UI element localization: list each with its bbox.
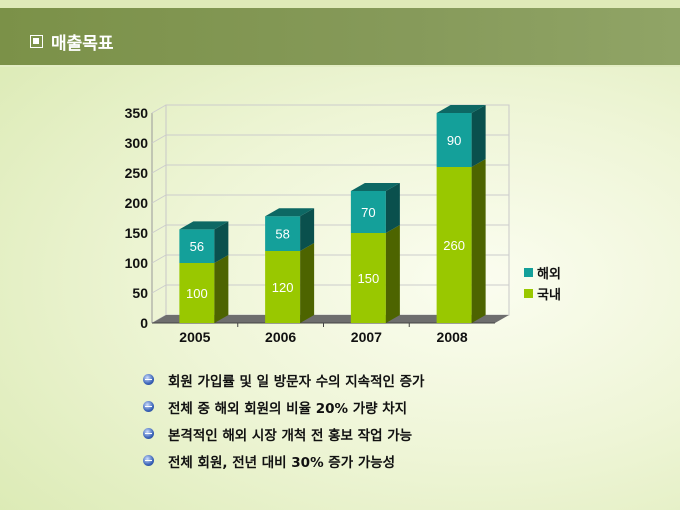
data-label: 70 xyxy=(361,205,375,220)
data-label: 100 xyxy=(186,286,208,301)
top-strip xyxy=(0,0,680,8)
bullet-icon xyxy=(143,428,154,439)
y-tick-label: 200 xyxy=(125,195,149,211)
gridline-depth xyxy=(151,254,167,264)
bar-2005-해외 xyxy=(179,229,215,263)
square-bullet-icon xyxy=(30,35,43,48)
stacked-bar-chart: 0 50 100 150 200 250 300 350 100 56 2005 120 58 2006 1… xyxy=(125,104,561,345)
y-tick-label: 100 xyxy=(125,255,149,271)
bar-side xyxy=(214,221,229,263)
gridline-depth xyxy=(151,104,167,114)
bar-2008-해외 xyxy=(436,113,472,167)
bullet-item: 전체 회원, 전년 대비 30% 증가 가능성 xyxy=(143,447,424,474)
bullet-icon xyxy=(143,374,154,385)
legend-swatch xyxy=(524,289,533,298)
bar-2007-해외 xyxy=(350,191,386,233)
y-tick-label: 250 xyxy=(125,165,149,181)
bar-side xyxy=(300,208,315,251)
bar-2006-국내 xyxy=(265,251,301,323)
gridline-depth xyxy=(151,224,167,234)
data-label: 150 xyxy=(358,271,380,286)
data-label: 56 xyxy=(190,239,204,254)
data-label: 90 xyxy=(447,133,461,148)
bullet-list: 회원 가입률 및 일 방문자 수의 지속적인 증가 전체 중 해외 회원의 비율… xyxy=(143,366,424,474)
bar-side xyxy=(471,105,486,167)
bar-2008-국내 xyxy=(436,167,472,323)
y-tick-label: 150 xyxy=(125,225,149,241)
bar-top xyxy=(179,221,229,230)
data-label: 120 xyxy=(272,280,294,295)
x-tick-label: 2007 xyxy=(351,329,382,345)
data-label: 58 xyxy=(275,227,289,242)
bar-side xyxy=(300,243,315,323)
bullet-item: 본격적인 해외 시장 개척 전 홍보 작업 가능 xyxy=(143,420,424,447)
slide-title: 매출목표 xyxy=(30,29,114,54)
gridline-depth xyxy=(151,134,167,144)
y-tick-label: 0 xyxy=(140,315,148,331)
bullet-item: 전체 중 해외 회원의 비율 20% 가량 차지 xyxy=(143,393,424,420)
y-tick-label: 50 xyxy=(132,285,148,301)
legend-swatch xyxy=(524,268,533,277)
bar-2006-해외 xyxy=(265,216,301,251)
legend-label: 해외 xyxy=(537,266,561,282)
bar-top xyxy=(350,183,400,191)
bar-side xyxy=(385,225,400,323)
bar-side xyxy=(385,183,400,233)
slide-title-text: 매출목표 xyxy=(51,34,114,54)
plot-floor xyxy=(152,315,509,323)
gridline-depth xyxy=(151,194,167,204)
bar-2005-국내 xyxy=(179,263,215,323)
y-tick-label: 350 xyxy=(125,105,149,121)
bar-side xyxy=(471,159,486,323)
x-tick-label: 2006 xyxy=(265,329,296,345)
bar-side xyxy=(214,255,229,323)
bar-2007-국내 xyxy=(350,233,386,323)
bar-top xyxy=(265,208,315,217)
gridline-depth xyxy=(151,284,167,294)
bullet-item: 회원 가입률 및 일 방문자 수의 지속적인 증가 xyxy=(143,366,424,393)
y-tick-label: 300 xyxy=(125,135,149,151)
gridline-depth xyxy=(151,164,167,174)
x-tick-label: 2008 xyxy=(437,329,468,345)
data-label: 260 xyxy=(443,238,465,253)
legend-label: 국내 xyxy=(537,287,561,303)
bullet-icon xyxy=(143,455,154,466)
bullet-icon xyxy=(143,401,154,412)
bar-top xyxy=(436,105,486,113)
x-tick-label: 2005 xyxy=(179,329,210,345)
slide-header: 매출목표 xyxy=(0,8,680,67)
